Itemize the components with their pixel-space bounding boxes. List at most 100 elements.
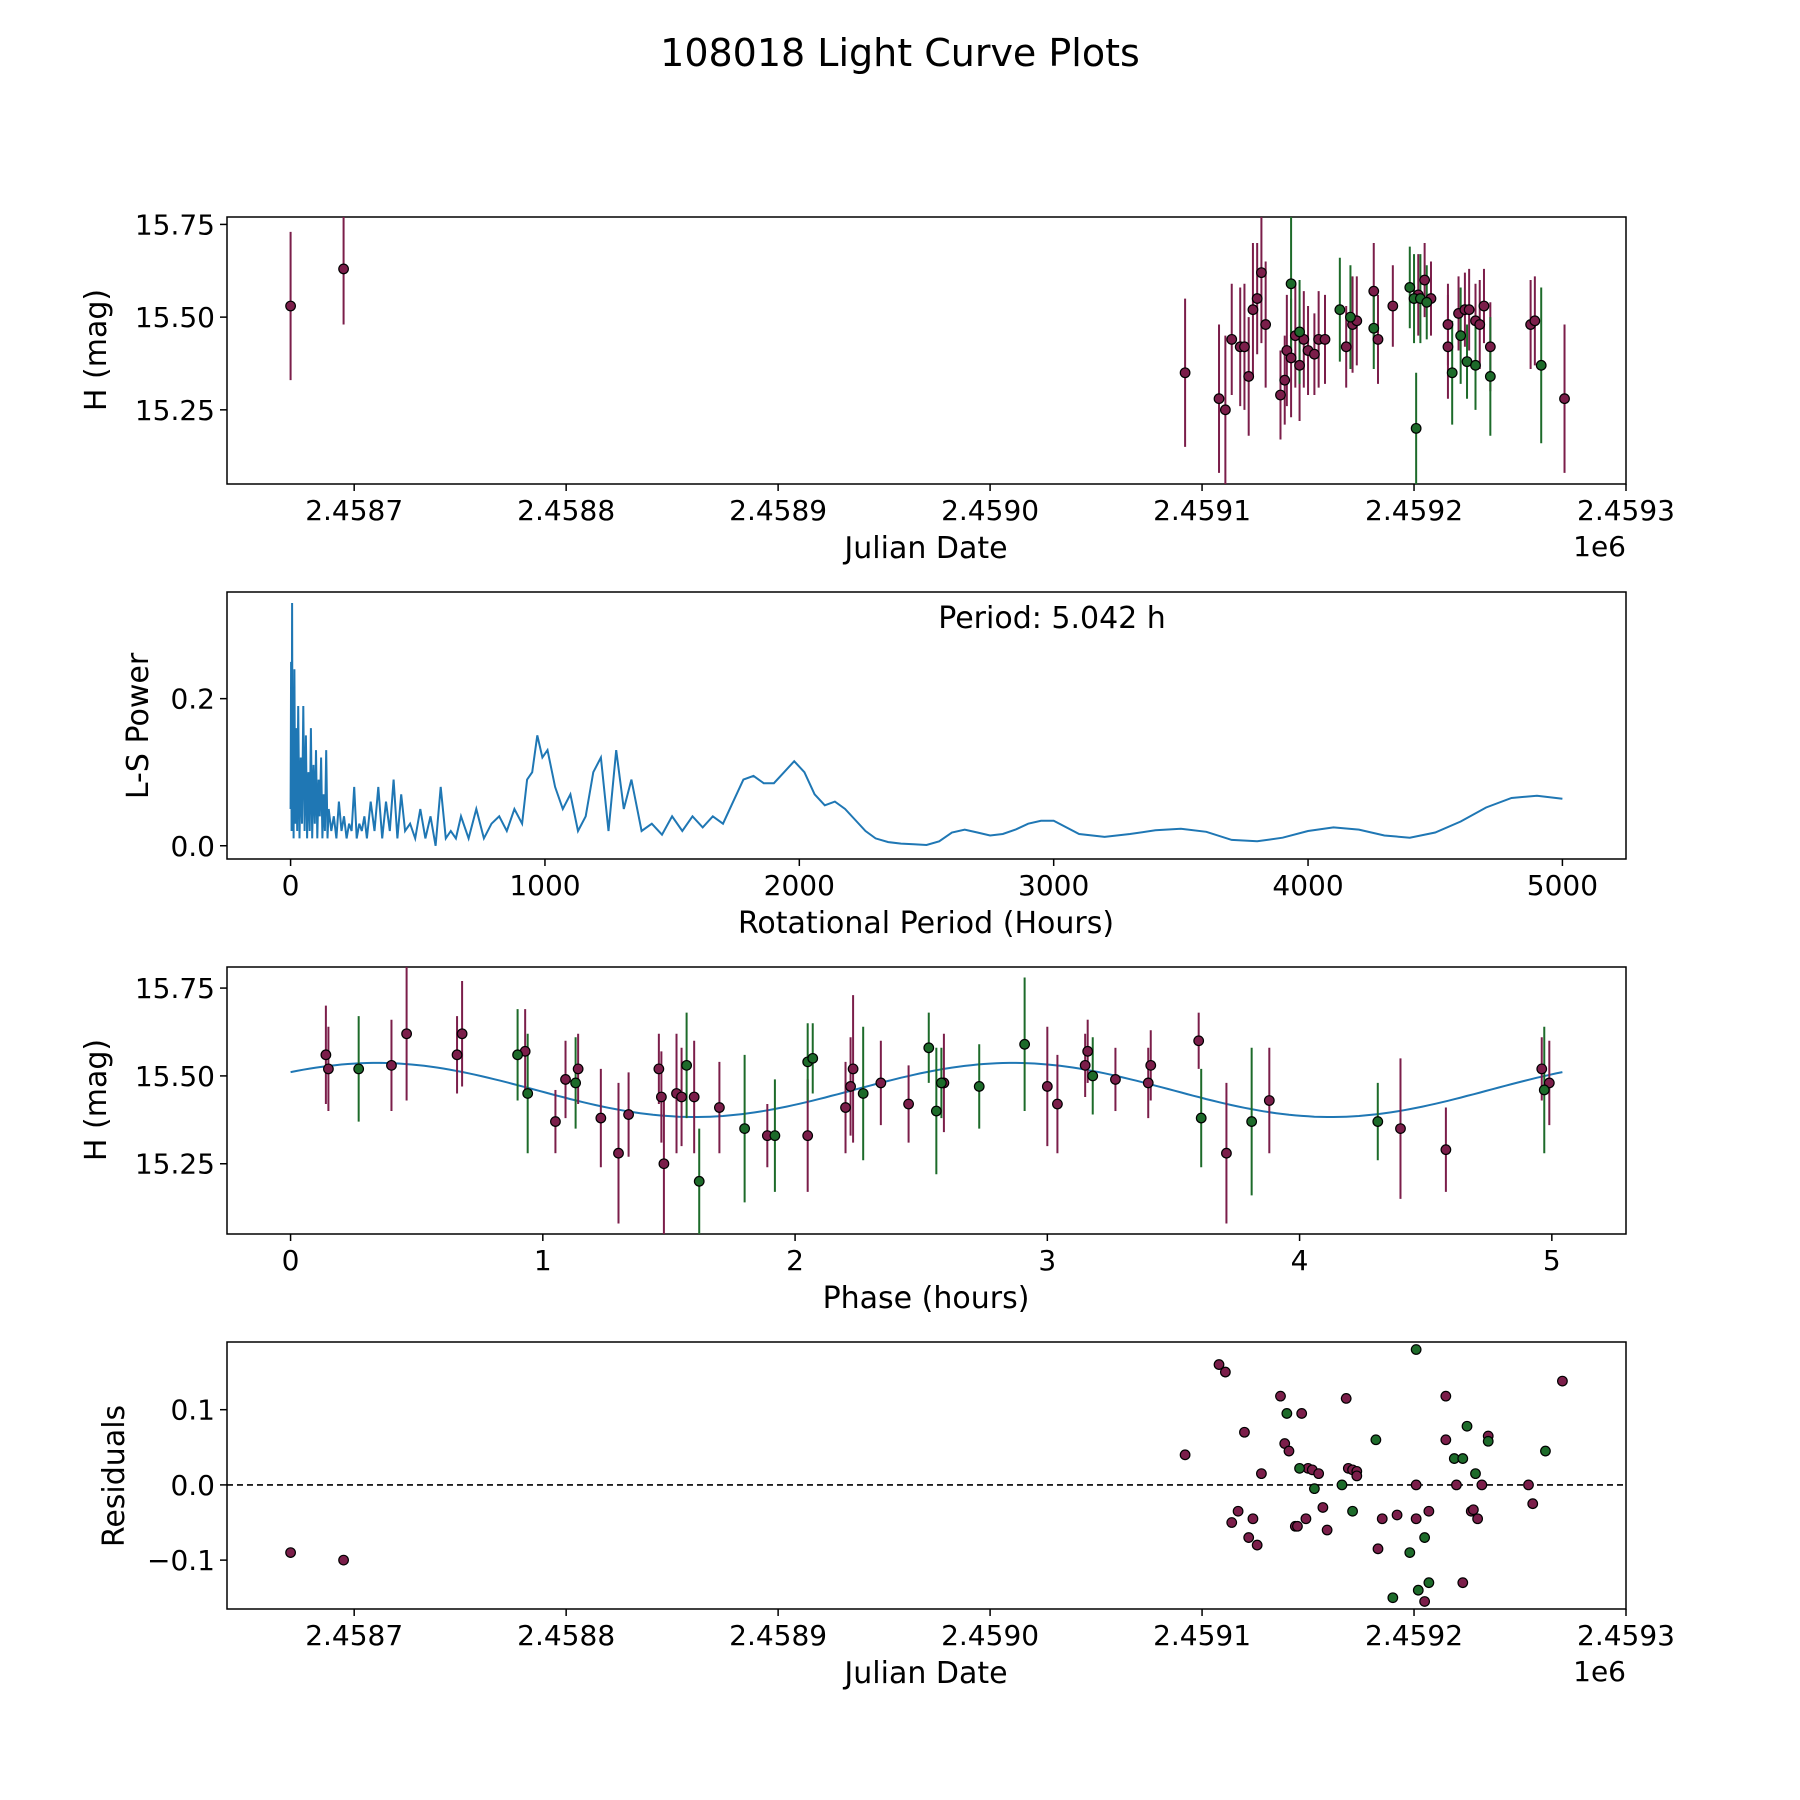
magenta-point <box>676 1091 687 1103</box>
magenta-point <box>1451 1479 1462 1491</box>
magenta-point <box>1260 319 1272 330</box>
green-point <box>1294 326 1305 338</box>
lightcurve-marks <box>285 217 1570 484</box>
magenta-point <box>1179 1449 1191 1461</box>
residuals-ticks: 2.4587 2.4588 2.4589 2.4590 2.4591 2.4592 2.45… <box>147 1394 1675 1652</box>
green-point <box>1334 304 1346 316</box>
magenta-point <box>1372 1543 1384 1555</box>
magenta-point <box>285 1547 296 1558</box>
p4-xtick-label: 2.4593 <box>1577 1619 1675 1652</box>
green-point <box>769 1130 781 1142</box>
magenta-point <box>1440 1390 1452 1402</box>
green-point <box>570 1077 582 1089</box>
magenta-point <box>1478 300 1490 312</box>
magenta-point <box>1463 304 1475 316</box>
magenta-point <box>1142 1077 1154 1089</box>
magenta-point <box>1442 319 1454 330</box>
p2-xtick-label: 2000 <box>764 869 835 902</box>
magenta-point <box>875 1077 887 1089</box>
phased-ylabel: H (mag) <box>79 1039 114 1161</box>
magenta-point <box>658 1158 670 1170</box>
p1-ytick-label: 15.25 <box>135 394 215 427</box>
p2-xtick-label: 0 <box>282 869 300 902</box>
magenta-point <box>1110 1074 1121 1085</box>
magenta-point <box>338 263 349 275</box>
magenta-point <box>1232 1505 1244 1517</box>
magenta-point <box>1296 1408 1308 1419</box>
magenta-point <box>451 1049 463 1061</box>
residuals-panel: 2.4587 2.4588 2.4589 2.4590 2.4591 2.4592 2.45… <box>97 1341 1675 1691</box>
magenta-point <box>1351 1470 1363 1482</box>
lightcurve-xlabel: Julian Date <box>842 531 1007 566</box>
magenta-point <box>1527 1498 1539 1510</box>
periodogram-xlabel: Rotational Period (Hours) <box>738 906 1114 941</box>
magenta-point <box>1219 404 1231 416</box>
green-point <box>1281 1408 1293 1419</box>
magenta-point <box>1523 1479 1534 1491</box>
green-point <box>1404 1547 1416 1558</box>
magenta-point <box>1419 274 1431 286</box>
green-point <box>1370 1434 1382 1446</box>
green-point <box>1387 1592 1399 1604</box>
p4-ytick-label: 0.1 <box>170 1394 215 1427</box>
magenta-point <box>1221 1147 1232 1159</box>
magenta-point <box>1247 1513 1259 1525</box>
magenta-point <box>1410 1513 1422 1525</box>
green-point <box>1419 1532 1431 1543</box>
magenta-point <box>1467 1504 1479 1516</box>
magenta-point <box>1041 1081 1053 1092</box>
lightcurve-offset-label: 1e6 <box>1573 530 1626 563</box>
magenta-point <box>713 1102 725 1113</box>
p3-ytick-label: 15.75 <box>135 972 215 1005</box>
magenta-point <box>1279 374 1291 386</box>
magenta-point <box>1395 1123 1406 1135</box>
magenta-point <box>1239 1426 1250 1438</box>
green-point <box>1540 1445 1551 1457</box>
residuals-offset-label: 1e6 <box>1573 1655 1626 1688</box>
lightcurve-axes <box>226 216 1627 485</box>
green-point <box>1423 1577 1435 1589</box>
magenta-point <box>1372 333 1384 345</box>
magenta-point <box>1300 1513 1312 1525</box>
magenta-point <box>1256 1468 1267 1480</box>
phased-marks <box>290 967 1563 1234</box>
green-point <box>923 1042 935 1054</box>
green-point <box>1087 1070 1099 1082</box>
magenta-point <box>1292 1520 1303 1532</box>
residuals-marks <box>227 1344 1626 1607</box>
magenta-point <box>323 1063 334 1075</box>
magenta-point <box>1052 1098 1063 1110</box>
green-point <box>973 1081 985 1092</box>
residuals-ylabel: Residuals <box>97 1405 132 1547</box>
magenta-point <box>655 1091 667 1103</box>
periodogram-marks <box>289 602 1563 847</box>
phased-panel: 0 1 2 3 4 5 15.25 15.50 15.75 Phase (hours) H (m… <box>79 966 1627 1316</box>
green-point <box>1410 1344 1422 1355</box>
green-point <box>693 1175 705 1187</box>
p2-xtick-label: 5000 <box>1527 869 1598 902</box>
magenta-point <box>386 1059 397 1071</box>
green-point <box>807 1052 819 1064</box>
p3-xtick-label: 3 <box>1038 1244 1056 1277</box>
green-point <box>1412 1584 1424 1596</box>
green-point <box>512 1049 523 1061</box>
magenta-point <box>560 1074 571 1085</box>
green-point <box>1195 1112 1207 1124</box>
magenta-point <box>1472 1513 1484 1525</box>
magenta-point <box>1557 1375 1568 1387</box>
residuals-xlabel: Julian Date <box>842 1656 1007 1691</box>
magenta-point <box>1145 1059 1157 1071</box>
magenta-point <box>1419 1596 1431 1607</box>
magenta-point <box>1243 1532 1255 1543</box>
green-point <box>1482 1435 1494 1447</box>
green-point <box>1019 1038 1031 1050</box>
p1-xtick-label: 2.4591 <box>1153 494 1251 527</box>
magenta-point <box>1309 348 1320 360</box>
magenta-point <box>1263 1095 1275 1106</box>
p4-xtick-label: 2.4587 <box>305 1619 403 1652</box>
p4-xtick-label: 2.4591 <box>1153 1619 1251 1652</box>
periodogram-panel: 0 1000 2000 3000 4000 5000 0.0 0.2 Period: 5.04… <box>121 591 1627 941</box>
green-point <box>353 1063 365 1075</box>
magenta-point <box>1251 1539 1263 1551</box>
